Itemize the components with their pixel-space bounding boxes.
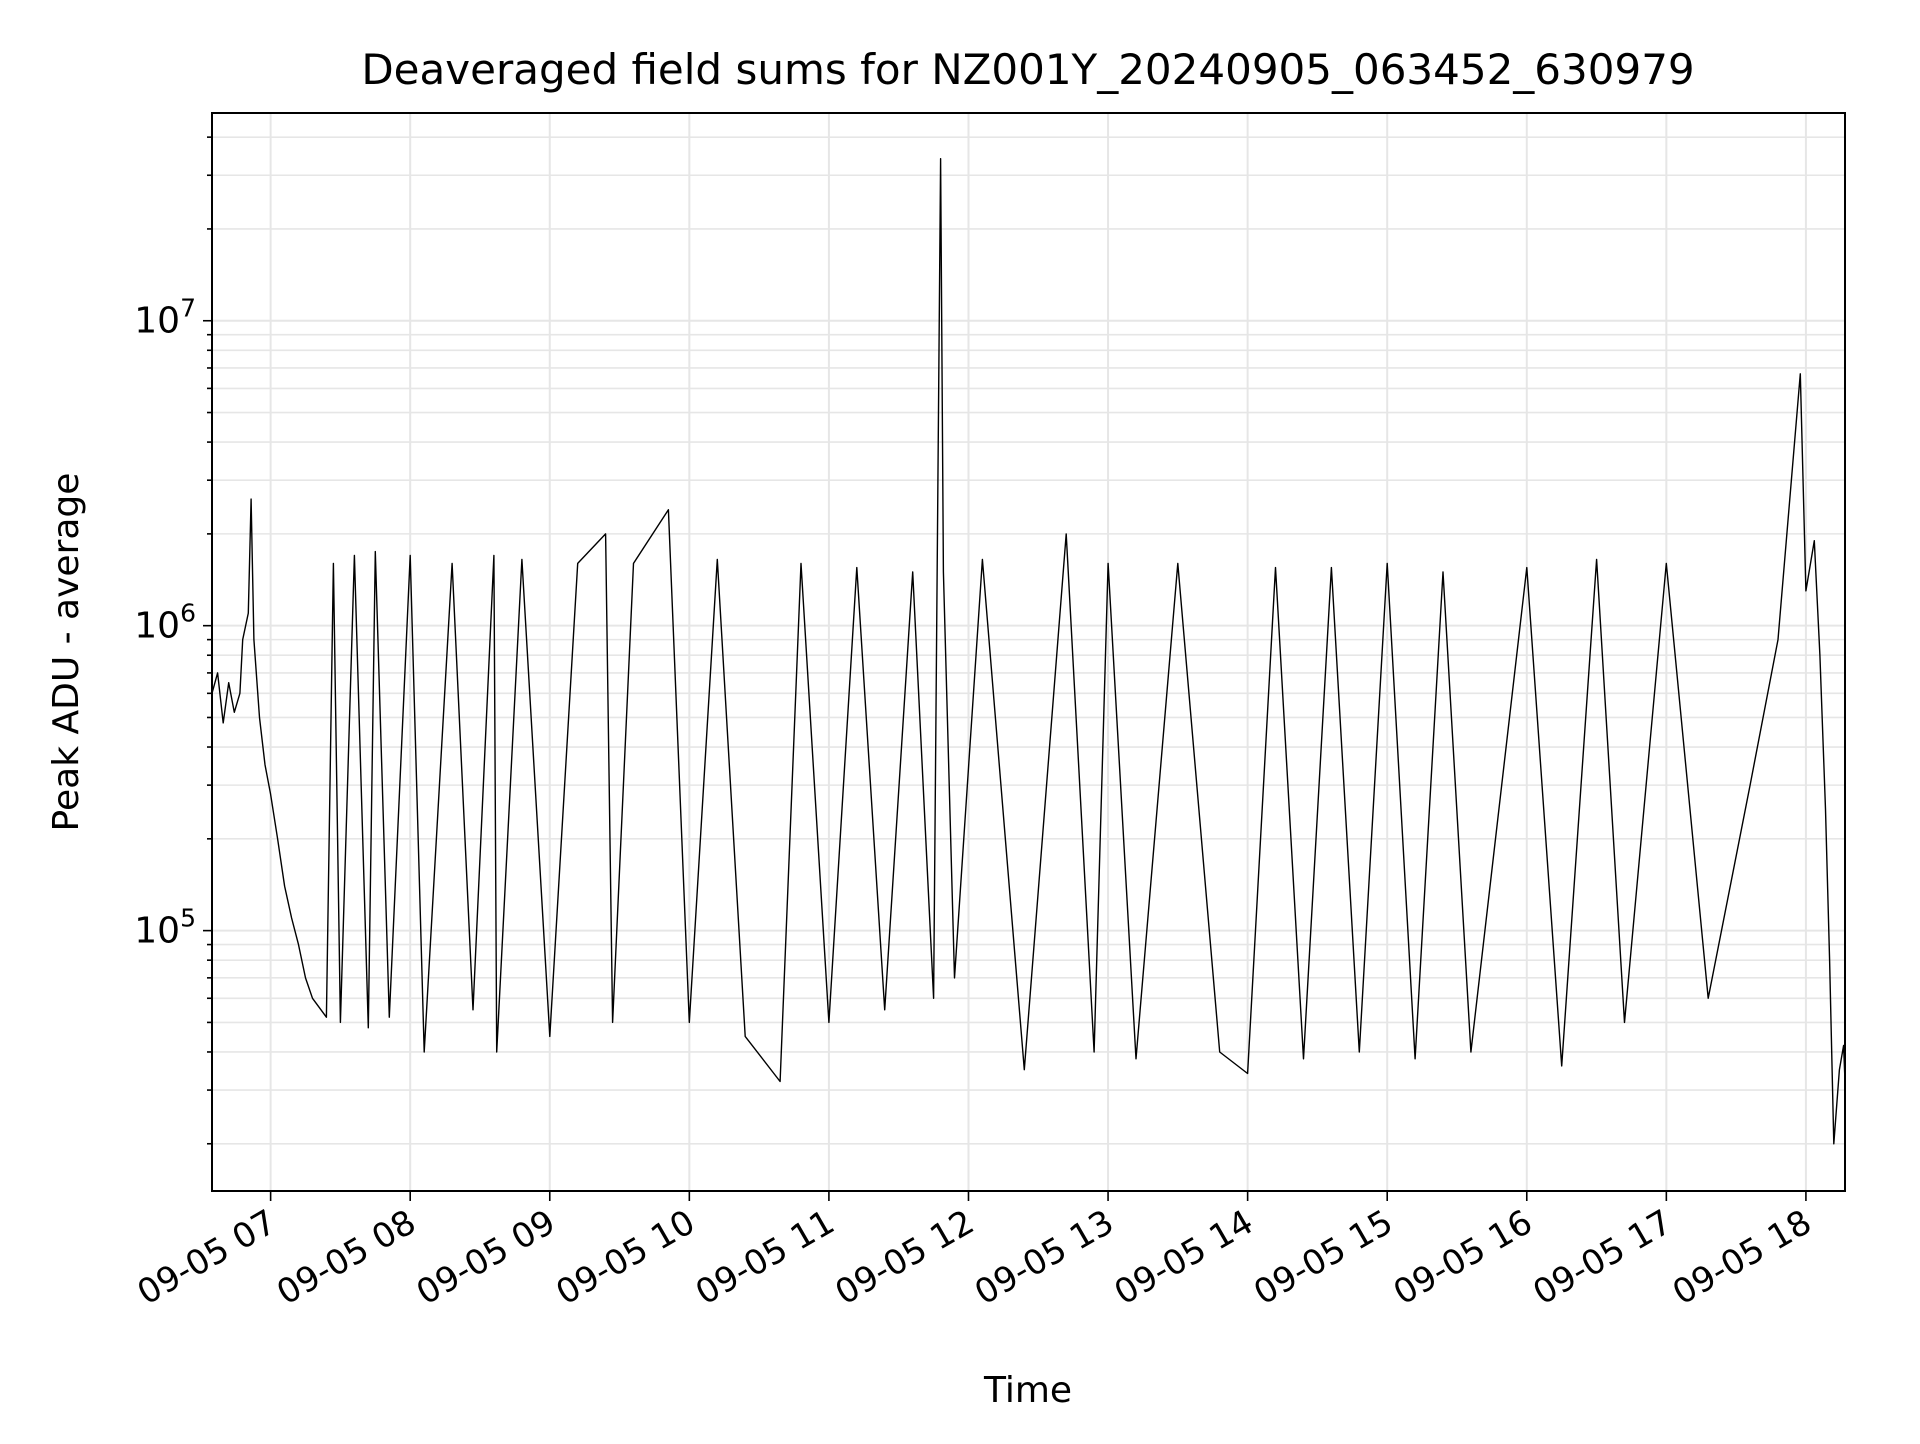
x-axis-label: Time bbox=[983, 1370, 1072, 1411]
chart-title: Deaveraged field sums for NZ001Y_2024090… bbox=[361, 45, 1694, 94]
plot-frame bbox=[211, 112, 1846, 1192]
y-tick-label: 107 bbox=[134, 294, 196, 342]
y-tick-label: 106 bbox=[134, 599, 196, 647]
y-axis-label: Peak ADU - average bbox=[46, 473, 87, 832]
y-tick-label: 105 bbox=[134, 904, 196, 952]
series-line-0 bbox=[211, 158, 1846, 1145]
y-axis: 105 106 107 bbox=[134, 136, 212, 1145]
data-layer bbox=[211, 158, 1846, 1145]
